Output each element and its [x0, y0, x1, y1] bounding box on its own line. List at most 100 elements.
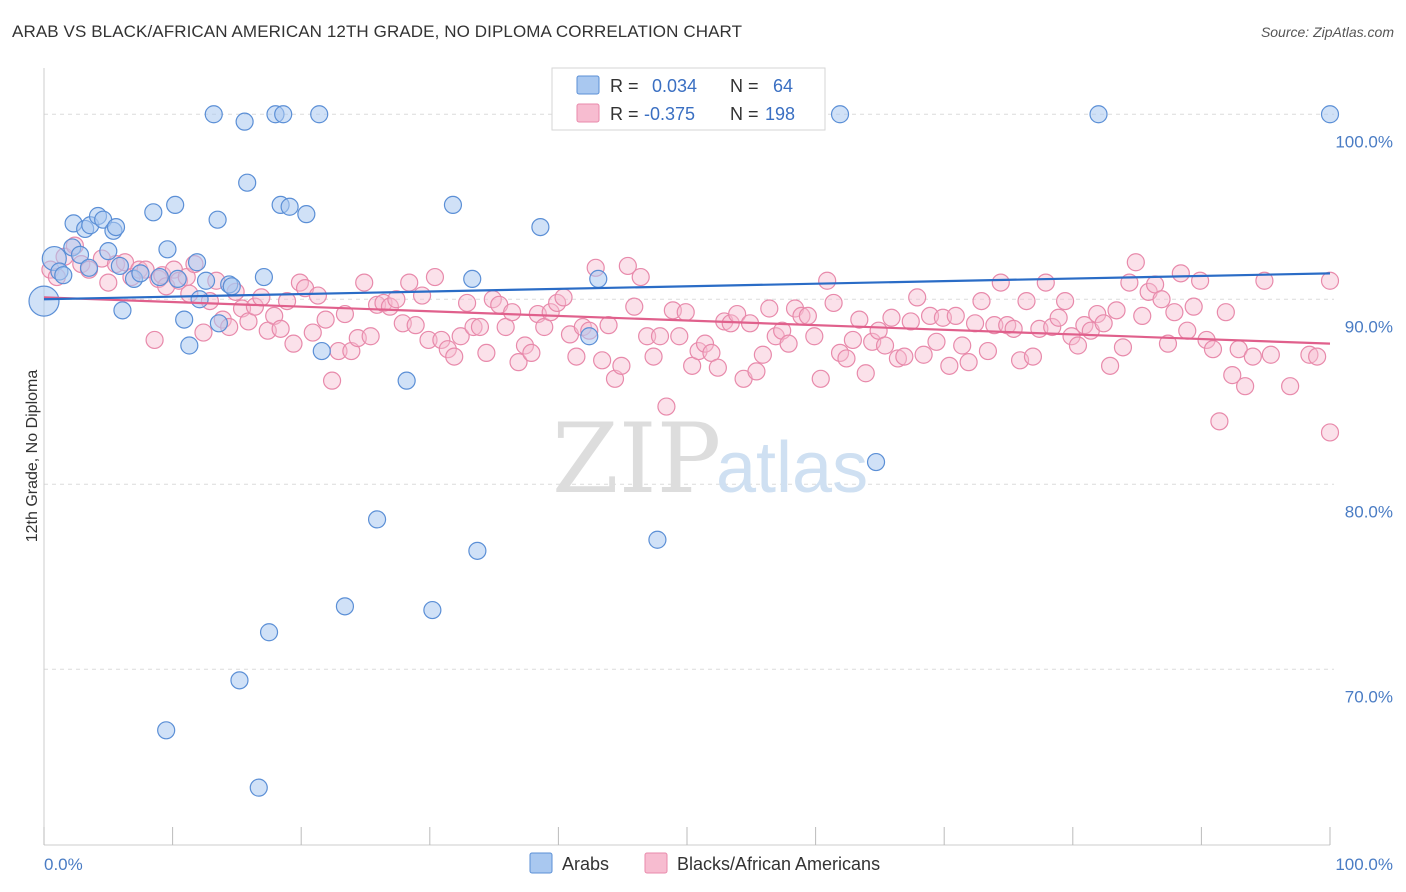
trend-line-arabs [43, 272, 1331, 301]
point-arabs [589, 269, 608, 288]
point-arabs [280, 197, 299, 216]
legend-swatch-black [576, 103, 600, 123]
point-black [1236, 377, 1255, 396]
point-black [824, 293, 843, 313]
point-arabs [180, 336, 199, 355]
point-black [464, 317, 483, 337]
series-black-points [41, 236, 1340, 442]
point-arabs [209, 314, 228, 333]
point-black [657, 397, 676, 416]
point-arabs [312, 341, 331, 361]
point-black [1223, 366, 1242, 385]
point-black [438, 340, 457, 359]
point-black [509, 353, 528, 372]
point-black [1152, 290, 1171, 309]
trend-lines [43, 272, 1331, 345]
point-arabs [28, 285, 60, 317]
point-black [567, 347, 586, 366]
tick-labels: 70.0% 80.0% 90.0% 100.0% 0.0% 100.0% [44, 132, 1393, 874]
watermark-zip: ZIP [552, 403, 721, 515]
point-black [1203, 340, 1223, 359]
point-black [1036, 273, 1055, 292]
point-arabs [54, 266, 73, 285]
point-black [625, 297, 644, 316]
legend-n-value-arabs: 64 [773, 76, 793, 96]
point-black [1004, 319, 1023, 338]
point-black [245, 297, 265, 316]
point-arabs [204, 105, 223, 124]
point-black [290, 273, 310, 292]
point-black [1017, 292, 1036, 311]
point-arabs [397, 371, 416, 390]
point-black [805, 327, 824, 346]
point-black [818, 271, 837, 290]
point-black [1133, 306, 1152, 325]
point-arabs [222, 277, 241, 296]
point-black [965, 314, 985, 333]
point-black [1062, 327, 1081, 346]
point-black [400, 273, 419, 292]
point-black [1281, 377, 1300, 396]
point-black [387, 290, 406, 309]
legend-r-value-black: -0.375 [644, 104, 695, 124]
point-black [457, 293, 477, 313]
point-black [1107, 301, 1126, 320]
point-black [875, 336, 895, 355]
point-arabs [1089, 105, 1108, 124]
point-black [503, 303, 522, 322]
point-arabs [238, 173, 257, 192]
point-black [811, 369, 830, 388]
point-black [477, 343, 496, 362]
point-arabs [259, 623, 279, 642]
point-black [888, 349, 908, 368]
point-arabs [830, 105, 850, 124]
gridlines [44, 113, 1334, 670]
point-black [1068, 336, 1088, 355]
point-black [252, 288, 271, 307]
point-arabs [254, 267, 274, 287]
point-arabs [648, 530, 667, 549]
point-black [1210, 412, 1229, 431]
point-black [638, 327, 657, 346]
point-arabs [367, 510, 387, 529]
point-black [1243, 347, 1262, 366]
y-tick-label: 90.0% [1345, 317, 1393, 336]
point-arabs [310, 105, 329, 124]
point-black [940, 356, 959, 375]
point-arabs [110, 256, 129, 276]
point-black [1126, 253, 1145, 272]
point-black [271, 319, 290, 338]
point-black [631, 267, 650, 287]
point-black [747, 362, 766, 381]
point-arabs [166, 195, 185, 214]
point-arabs [463, 269, 482, 288]
point-black [908, 288, 927, 307]
point-black [432, 330, 451, 350]
point-black [644, 347, 663, 366]
point-arabs [866, 452, 886, 472]
point-black [412, 286, 432, 305]
point-black [355, 273, 374, 292]
point-black [1043, 317, 1062, 337]
legend-box: R = 0.034 N = 64 R = -0.375 N = 198 [551, 67, 826, 131]
point-black [612, 356, 631, 375]
point-black [308, 286, 328, 305]
legend-r-value-arabs: 0.034 [652, 76, 697, 96]
point-black [1261, 345, 1280, 364]
point-black [985, 316, 1004, 335]
y-tick-label: 100.0% [1335, 132, 1393, 151]
point-arabs [168, 269, 187, 288]
point-black [927, 332, 946, 351]
axes [43, 68, 1331, 846]
point-arabs [423, 600, 442, 620]
point-black [470, 317, 490, 337]
point-black [618, 256, 637, 276]
point-black [895, 347, 914, 366]
point-black [445, 347, 464, 366]
y-tick-label: 80.0% [1345, 502, 1393, 521]
point-arabs [274, 105, 293, 124]
point-arabs [249, 778, 268, 797]
x-tick-label: 100.0% [1335, 855, 1393, 874]
point-arabs [208, 210, 227, 229]
point-arabs [335, 597, 355, 616]
